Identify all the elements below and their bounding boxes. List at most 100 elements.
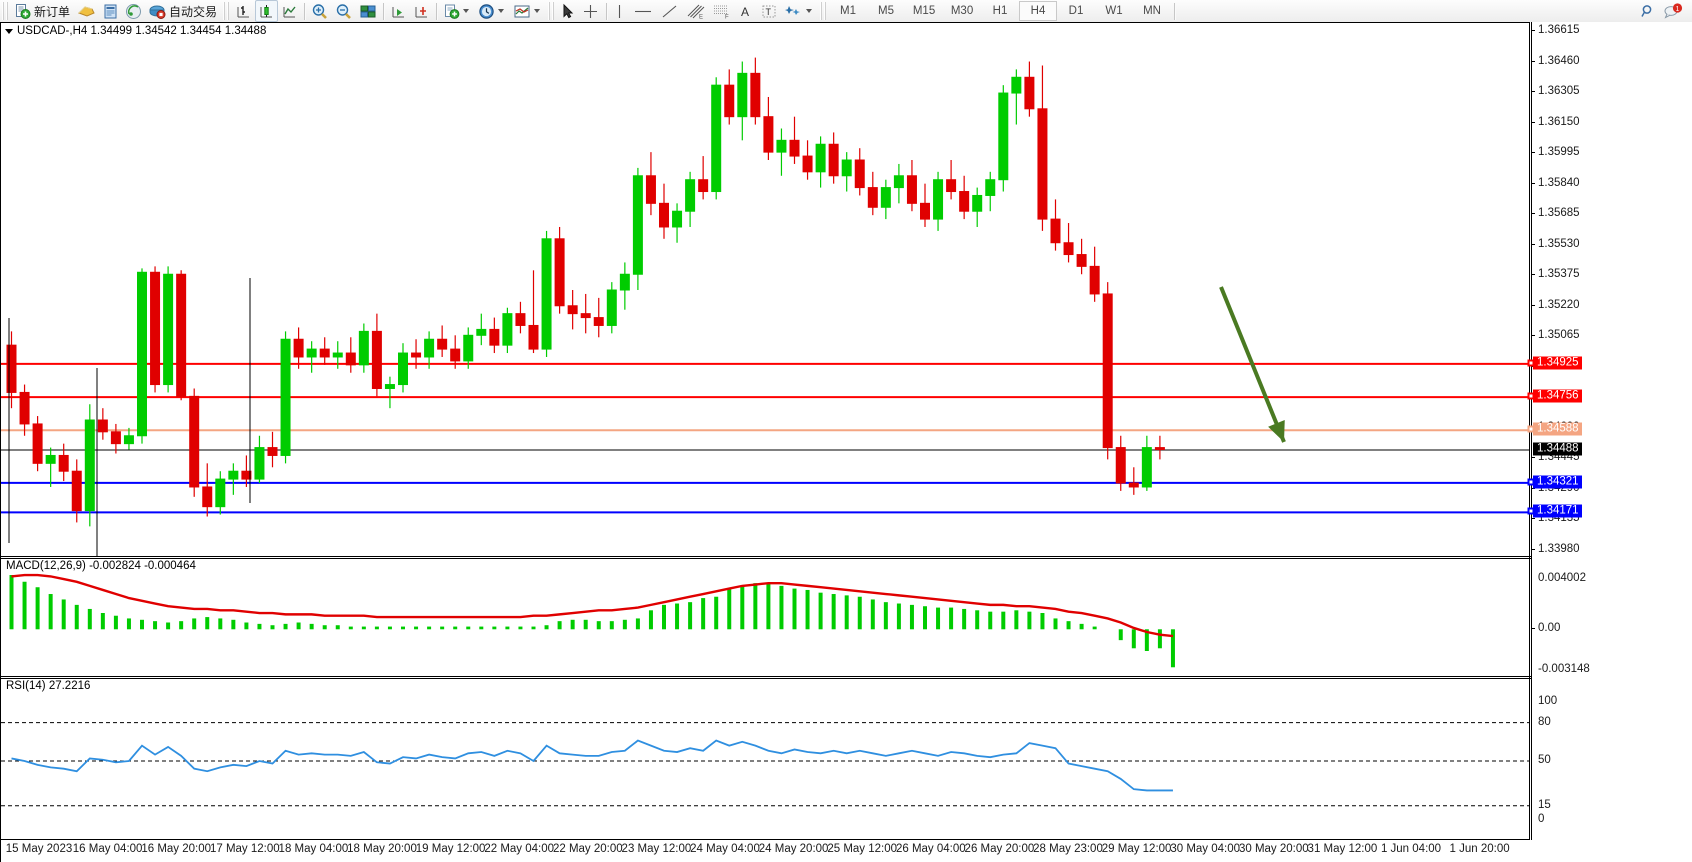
cursor-button[interactable] — [557, 0, 578, 22]
chevron-down-icon-4[interactable] — [806, 9, 813, 13]
trendline-button[interactable] — [657, 0, 683, 22]
time-axis-label: 23 May 12:00 — [621, 843, 692, 855]
grid-button[interactable] — [356, 0, 380, 22]
timeframe-w1[interactable]: W1 — [1105, 5, 1123, 17]
level-handle-pivot-line[interactable] — [1527, 425, 1535, 433]
toolbar-separator-3 — [436, 2, 438, 20]
chevron-down-icon-3[interactable] — [534, 9, 541, 13]
macd-pane[interactable]: MACD(12,26,9) -0.002824 -0.000464 — [1, 559, 1529, 676]
rsi-scale-label: 0 — [1538, 812, 1545, 825]
price-tag-support-1[interactable]: 1.34321 — [1533, 475, 1582, 489]
time-axis-label: 26 May 04:00 — [895, 843, 966, 855]
level-handle-support-2[interactable] — [1527, 507, 1535, 515]
candle-body — [541, 238, 552, 350]
time-scale[interactable]: 15 May 2023 16 May 04:00 16 May 20:00 17 Ma… — [0, 840, 1530, 862]
zoom-out-button[interactable] — [332, 0, 356, 22]
signals-button[interactable] — [122, 0, 145, 22]
candle-body — [698, 179, 709, 193]
price-tick — [1531, 487, 1535, 489]
time-axis-label: 22 May 20:00 — [552, 843, 623, 855]
price-tag-current-price[interactable]: 1.34488 — [1533, 442, 1582, 456]
text-label-button[interactable]: T — [757, 0, 781, 22]
fibonacci-button[interactable]: F — [709, 0, 735, 22]
price-scale[interactable]: 1.36615 1.36460 1.36305 1.36150 1.35995 1.358… — [1527, 22, 1692, 840]
period-button[interactable] — [475, 0, 510, 22]
chevron-down-icon-1[interactable] — [463, 9, 470, 13]
symbol-header: USDCAD-,H4 1.34499 1.34542 1.34454 1.344… — [5, 25, 266, 37]
candle-body — [750, 72, 761, 118]
price-tag-pivot-line[interactable]: 1.34588 — [1533, 422, 1582, 436]
toolbar-grip-2[interactable] — [223, 2, 231, 20]
price-tick — [1531, 213, 1535, 215]
timeframe-m15[interactable]: M15 — [912, 5, 936, 17]
new-order-button[interactable]: 新订单 — [11, 0, 74, 22]
toolbar-grip-3[interactable] — [548, 2, 556, 20]
timeframe-m5[interactable]: M5 — [878, 5, 895, 17]
macd-scale-label: 0.004002 — [1538, 572, 1586, 584]
price-tag-resistance-2[interactable]: 1.34756 — [1533, 389, 1582, 403]
objects-button[interactable] — [781, 0, 818, 22]
timeframe-d1[interactable]: D1 — [1068, 5, 1084, 17]
candle-body — [659, 202, 669, 228]
indicator-list-button[interactable] — [74, 0, 99, 22]
level-handle-support-1[interactable] — [1527, 478, 1535, 486]
collapse-icon[interactable] — [5, 28, 13, 34]
timeframe-mn[interactable]: MN — [1143, 5, 1161, 17]
auto-scroll-button[interactable] — [410, 0, 433, 22]
price-tick — [1531, 274, 1535, 276]
toolbar-grip[interactable] — [2, 2, 9, 20]
price-tick — [1531, 335, 1535, 337]
pane-divider-2 — [1, 676, 1531, 677]
chevron-down-icon-2[interactable] — [498, 9, 505, 13]
chart-canvas-frame[interactable]: USDCAD-,H4 1.34499 1.34542 1.34454 1.344… — [0, 22, 1531, 840]
timeframe-m1[interactable]: M1 — [840, 5, 857, 17]
price-tick-label: 1.35220 — [1538, 298, 1580, 311]
candle-body — [711, 84, 722, 193]
autotrading-button[interactable]: 自动交易 — [145, 0, 221, 22]
candle-body — [867, 187, 878, 208]
shift-end-button[interactable] — [387, 0, 410, 22]
search-button[interactable] — [1636, 0, 1660, 22]
rsi-pane[interactable]: RSI(14) 27.2216 — [1, 679, 1529, 839]
timeframe-h1[interactable]: H1 — [992, 5, 1008, 17]
candle-body — [176, 273, 187, 397]
vline-button[interactable] — [610, 0, 629, 22]
candle-body — [502, 313, 513, 346]
text-button[interactable]: A — [735, 0, 757, 22]
zoom-in-button[interactable] — [308, 0, 332, 22]
rsi-scale-label: 15 — [1538, 798, 1551, 811]
price-tick — [1531, 182, 1535, 184]
price-tick — [1531, 518, 1535, 520]
candle-body — [606, 289, 617, 326]
level-handle-resistance-1[interactable] — [1527, 359, 1535, 367]
add-indicator-button[interactable] — [440, 0, 475, 22]
candle-body — [345, 352, 356, 366]
timeframe-m30[interactable]: M30 — [950, 5, 974, 17]
price-tag-resistance-1[interactable]: 1.34925 — [1533, 356, 1582, 370]
level-handle-resistance-2[interactable] — [1527, 392, 1535, 400]
candle-body — [189, 395, 200, 488]
crosshair-button[interactable] — [578, 0, 603, 22]
price-tick — [1531, 152, 1535, 154]
alerts-button[interactable]: 1 — [1660, 0, 1686, 22]
equidistant-channel-button[interactable]: E — [683, 0, 709, 22]
toolbar-grip-4[interactable] — [820, 2, 828, 20]
terminal-button[interactable] — [99, 0, 122, 22]
rsi-label: RSI(14) 27.2216 — [6, 680, 91, 692]
rsi-header: RSI(14) 27.2216 — [6, 680, 90, 692]
price-tick-label: 1.35995 — [1538, 146, 1580, 159]
price-pane[interactable]: USDCAD-,H4 1.34499 1.34542 1.34454 1.344… — [1, 23, 1529, 556]
macd-scale-tick — [1531, 628, 1535, 630]
price-tag-support-2[interactable]: 1.34171 — [1533, 504, 1582, 518]
templates-button[interactable] — [510, 0, 546, 22]
candle-body — [1024, 76, 1035, 110]
candle-body — [1076, 254, 1087, 267]
candlestick-chart-button[interactable] — [255, 0, 279, 22]
candle-body — [293, 338, 304, 358]
hline-button[interactable] — [629, 0, 657, 22]
symbol-header-text: USDCAD-,H4 1.34499 1.34542 1.34454 1.344… — [17, 25, 267, 37]
bar-chart-button[interactable] — [232, 0, 255, 22]
line-chart-button[interactable] — [278, 0, 301, 22]
timeframe-h4[interactable]: H4 — [1019, 1, 1058, 21]
candle-body — [384, 384, 395, 389]
